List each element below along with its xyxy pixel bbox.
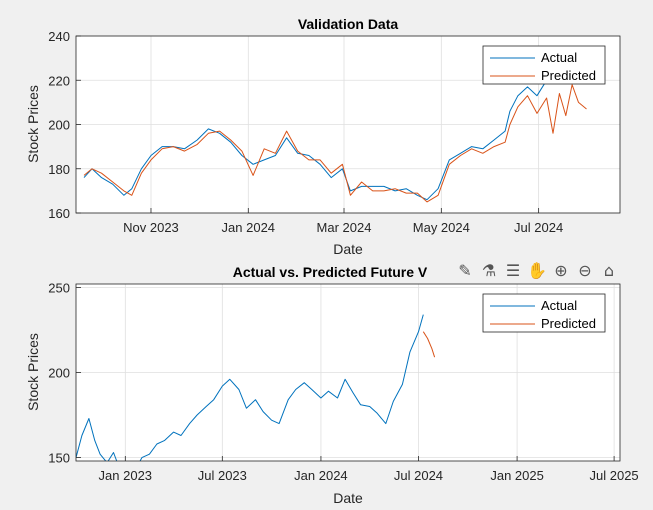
home-icon[interactable]: ⌂	[603, 260, 615, 280]
y-tick-label: 220	[48, 73, 70, 88]
legend-label-actual: Actual	[541, 298, 577, 313]
y-axis-label: Stock Prices	[25, 85, 41, 163]
y-tick-label: 150	[48, 451, 70, 466]
series-line-actual[interactable]	[83, 71, 554, 201]
legend-box	[482, 45, 606, 85]
series-line-predicted[interactable]	[83, 84, 587, 203]
series-line-actual[interactable]	[76, 314, 424, 475]
x-tick-label: Jul 2024	[514, 220, 563, 235]
x-axis-label: Date	[333, 241, 363, 257]
legend[interactable]: Actual Predicted	[482, 293, 606, 333]
x-tick-label: Mar 2024	[317, 220, 372, 235]
x-tick-label: Jan 2024	[294, 468, 348, 483]
y-tick-label: 180	[48, 162, 70, 177]
legend-label-predicted: Predicted	[541, 316, 596, 331]
x-tick-label: Jan 2024	[222, 220, 276, 235]
brush-icon[interactable]: ✎	[458, 260, 472, 280]
chart-title: Validation Data	[298, 16, 399, 32]
x-tick-label: Nov 2023	[123, 220, 179, 235]
series-group	[83, 71, 587, 203]
chart-title: Actual vs. Predicted Future V	[233, 264, 428, 280]
y-tick-label: 240	[48, 29, 70, 44]
y-tick-label: 200	[48, 366, 70, 381]
pan-icon[interactable]: ✋	[527, 260, 547, 280]
x-tick-label: May 2024	[413, 220, 470, 235]
x-tick-label: Jan 2025	[490, 468, 544, 483]
series-group	[76, 314, 436, 475]
legend[interactable]: Actual Predicted	[482, 45, 606, 85]
zoom-in-icon[interactable]: ⊕	[554, 260, 568, 280]
y-ticks: 150 200 250	[48, 280, 81, 466]
y-tick-label: 200	[48, 118, 70, 133]
legend-label-predicted: Predicted	[541, 68, 596, 83]
legend-box	[482, 293, 606, 333]
future-values-chart: 150 200 250 Jan 2023 Jul 2023 Jan 2024 Jul 20…	[25, 264, 639, 506]
legend-label-actual: Actual	[541, 50, 577, 65]
axes-toolbar: ✎ ⚗ ☰ ✋ ⊕ ⊖ ⌂	[444, 258, 620, 282]
y-ticks: 160 180 200 220 240	[48, 29, 81, 221]
x-tick-label: Jan 2023	[99, 468, 153, 483]
y-tick-label: 160	[48, 206, 70, 221]
x-tick-label: Jul 2025	[590, 468, 639, 483]
y-axis-label: Stock Prices	[25, 333, 41, 411]
data-tip-icon[interactable]: ⚗	[481, 260, 497, 280]
x-ticks: Jan 2023 Jul 2023 Jan 2024 Jul 2024 Jan 2025…	[99, 456, 639, 483]
validation-chart: 160 180 200 220 240 Nov 2023 Jan 2024 Mar 2024…	[25, 16, 621, 257]
grid	[76, 284, 620, 461]
x-tick-label: Jul 2024	[394, 468, 443, 483]
series-line-predicted[interactable]	[422, 331, 436, 358]
x-ticks: Nov 2023 Jan 2024 Mar 2024 May 2024 Jul 2024	[123, 208, 563, 235]
zoom-out-icon[interactable]: ⊖	[578, 260, 592, 280]
x-axis-label: Date	[333, 490, 363, 506]
legend-icon[interactable]: ☰	[505, 260, 521, 280]
x-tick-label: Jul 2023	[198, 468, 247, 483]
y-tick-label: 250	[48, 280, 70, 295]
